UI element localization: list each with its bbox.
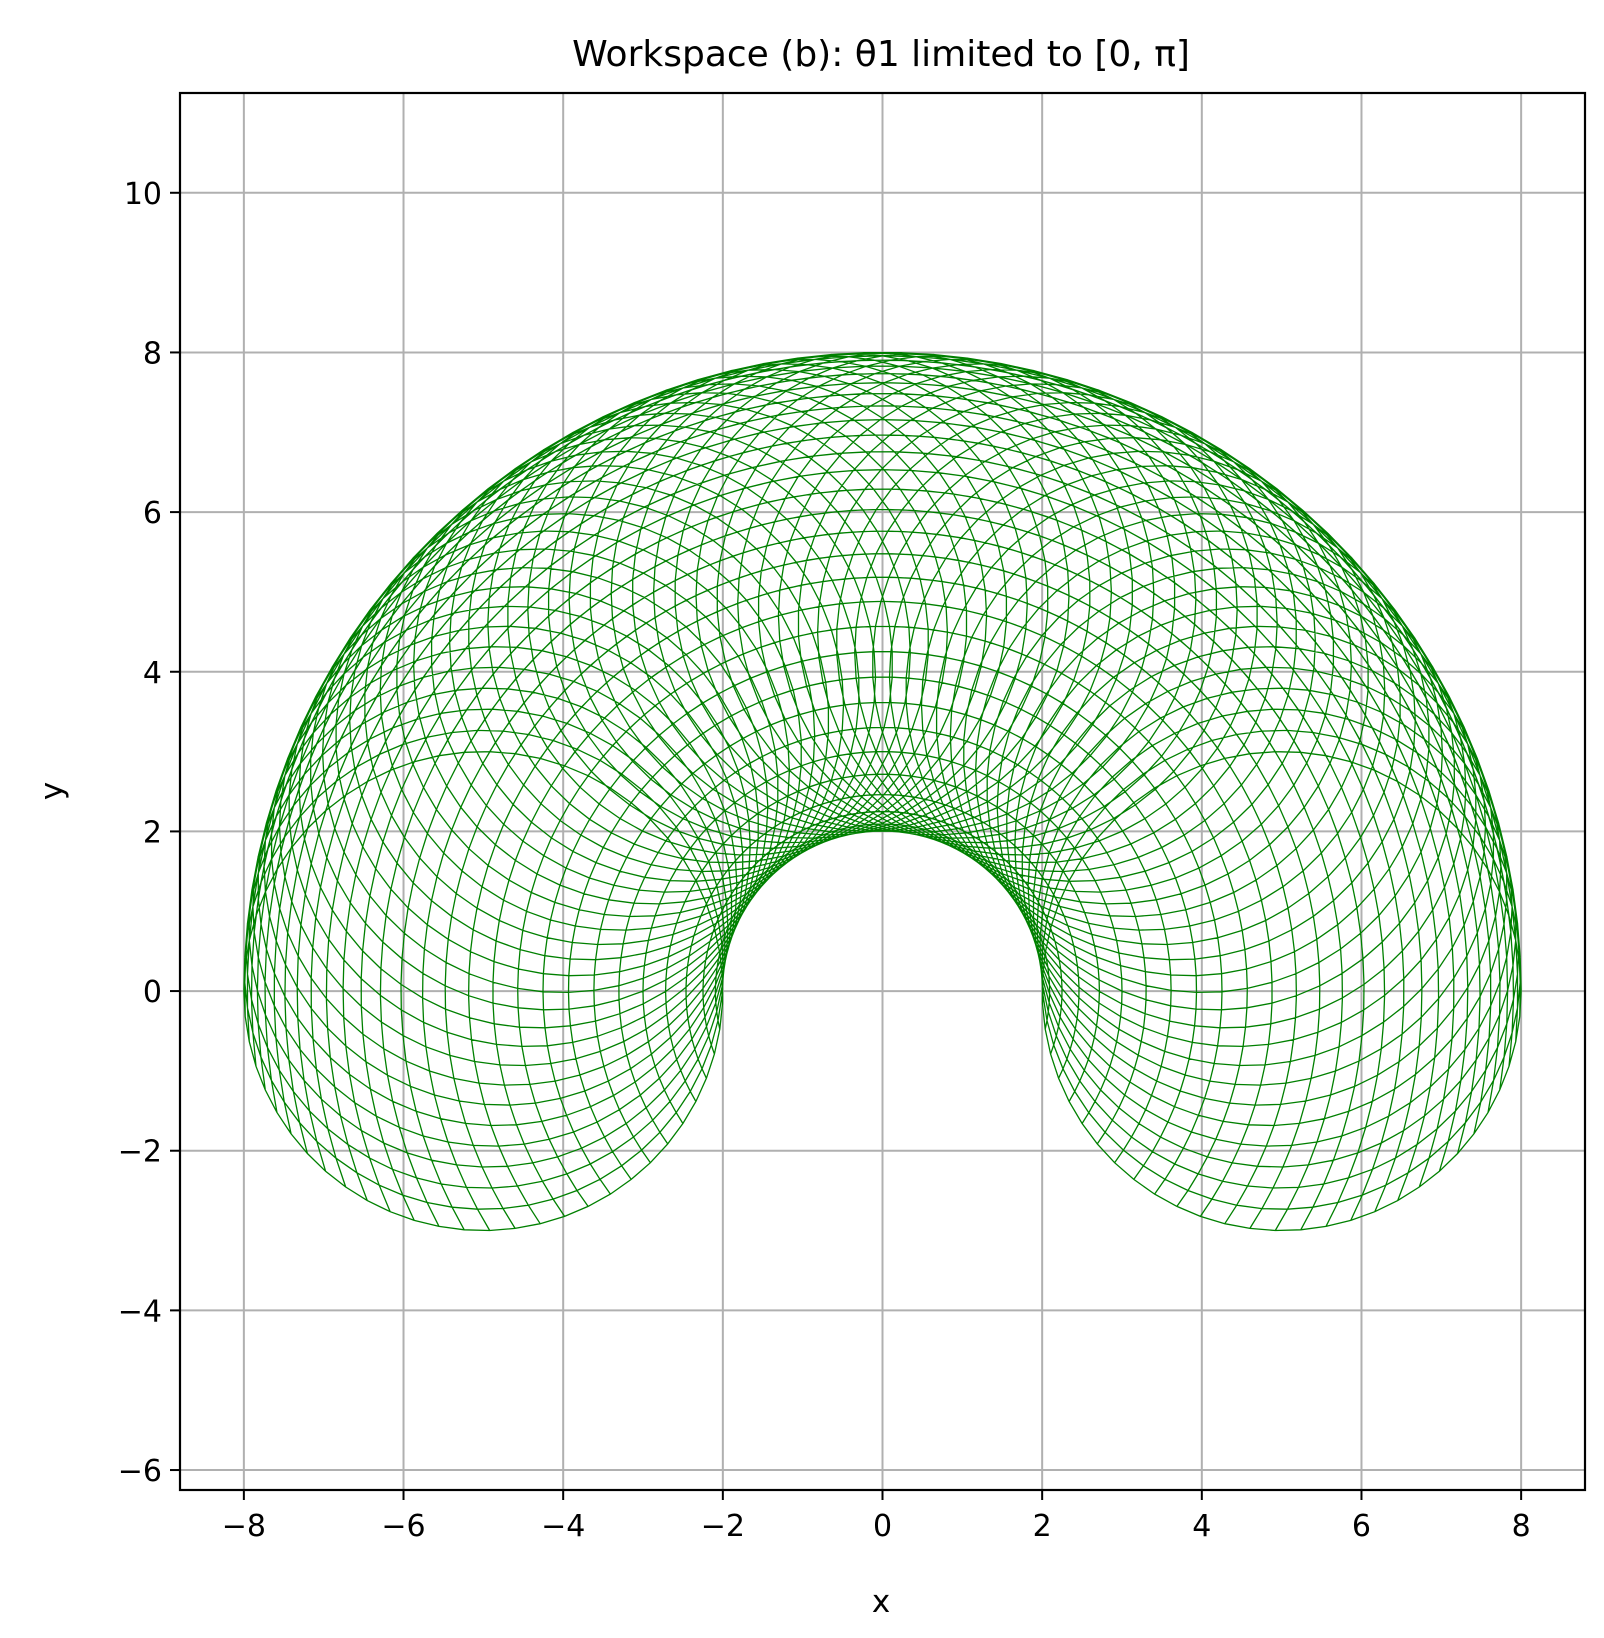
y-tick-label: 2	[143, 815, 162, 850]
y-axis-label: y	[34, 782, 70, 800]
y-tick-label: −6	[118, 1454, 162, 1489]
y-tick-label: 6	[143, 496, 162, 531]
y-tick-label: −2	[118, 1135, 162, 1170]
workspace-series-line	[243, 352, 1522, 1232]
x-tick-label: 2	[1033, 1509, 1052, 1544]
y-tick-label: 0	[143, 975, 162, 1010]
x-tick-label: 8	[1512, 1509, 1531, 1544]
y-tick-label: 4	[143, 656, 162, 691]
x-tick-label: −2	[701, 1509, 745, 1544]
x-tick-label: −4	[541, 1509, 585, 1544]
x-axis-label: x	[872, 1584, 890, 1620]
chart-title: Workspace (b): θ1 limited to [0, π]	[572, 34, 1190, 75]
x-tick-label: 6	[1352, 1509, 1371, 1544]
x-tick-label: −6	[381, 1509, 425, 1544]
y-tick-label: 10	[124, 177, 162, 212]
x-tick-label: 4	[1192, 1509, 1211, 1544]
y-tick-label: −4	[118, 1294, 162, 1329]
x-tick-label: 0	[873, 1509, 892, 1544]
plot-area	[243, 352, 1522, 1232]
y-tick-label: 8	[143, 336, 162, 371]
axis-ticks: −8 −6 −4 −2 0 2 4 6 8 −6 −4 −2 0 2 4 6 8 10	[118, 177, 1531, 1544]
x-tick-label: −8	[222, 1509, 266, 1544]
